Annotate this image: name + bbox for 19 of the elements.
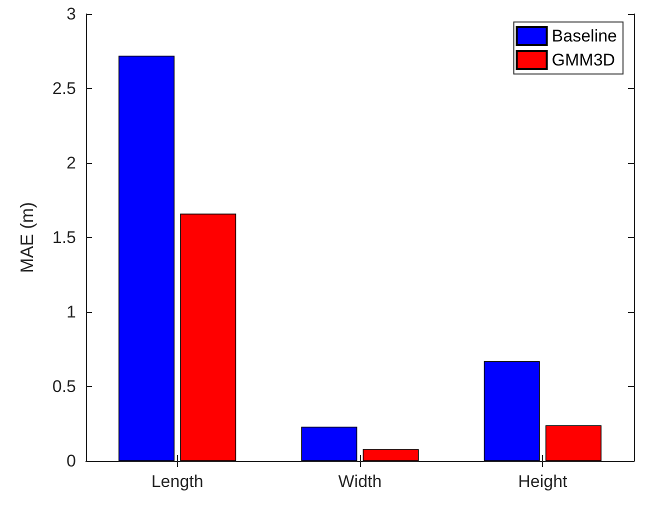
x-tick-label: Width [338,472,382,491]
bar [180,214,236,461]
legend-label: Baseline [552,26,618,46]
y-axis-title: MAE (m) [17,202,37,273]
bar [362,449,419,461]
legend-label: GMM3D [552,50,616,70]
y-tick-label: 2 [66,154,76,172]
bar [301,426,358,461]
y-tick-label: 3 [66,4,76,24]
y-tick-label: 1 [66,302,76,322]
y-tick-label: 1.5 [52,228,76,247]
x-tick-label: Length [151,472,204,491]
x-tick-label: Height [518,472,568,491]
bar [484,361,540,461]
y-tick-label: 0 [66,452,76,470]
bar [118,56,175,461]
y-tick-label: 2.5 [52,79,76,98]
y-tick-label: 0.5 [52,377,76,396]
bar [545,425,602,461]
